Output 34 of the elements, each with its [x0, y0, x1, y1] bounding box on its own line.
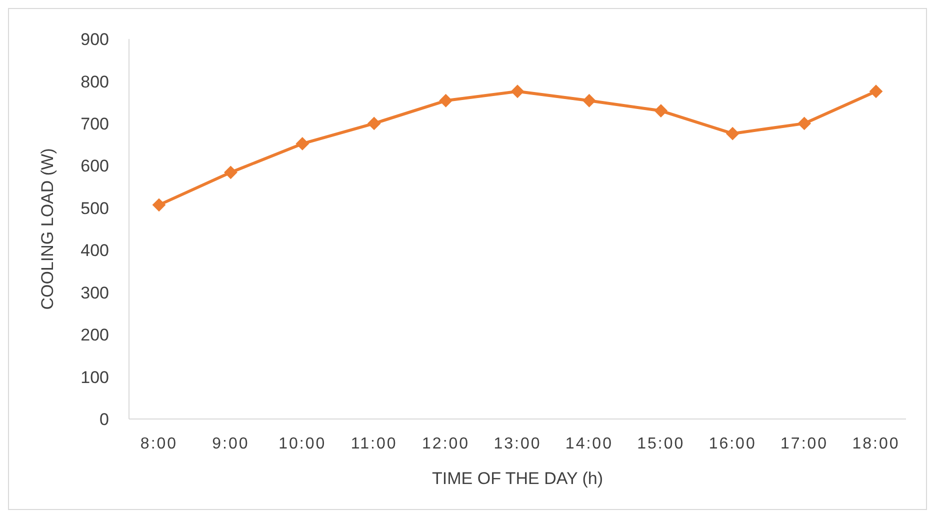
- x-tick-label: 15:00: [637, 435, 685, 452]
- y-tick-label: 300: [80, 283, 109, 302]
- x-tick-label: 11:00: [350, 435, 398, 452]
- point: [224, 166, 238, 179]
- y-tick-label: 900: [80, 30, 109, 50]
- y-tick-label: 400: [80, 241, 109, 260]
- point: [870, 84, 882, 98]
- y-tick-label: 200: [80, 326, 109, 345]
- y-tick-label: 100: [80, 368, 109, 387]
- x-axis-title: TIME OF THE DAY (h): [432, 469, 603, 488]
- point: [582, 94, 596, 108]
- x-tick-label: 17:00: [780, 435, 828, 452]
- y-axis-title: COOLING LOAD (W): [38, 148, 58, 310]
- point: [439, 94, 452, 108]
- y-tick-label: 0: [100, 410, 109, 430]
- point: [152, 198, 166, 212]
- x-tick-label: 16:00: [708, 435, 756, 452]
- point: [511, 84, 524, 98]
- x-tick-label: 12:00: [422, 435, 470, 452]
- point: [368, 116, 381, 130]
- x-tick-label: 14:00: [565, 435, 613, 452]
- y-tick-label: 500: [80, 198, 109, 218]
- point: [798, 116, 811, 130]
- y-tick-label: 800: [80, 72, 109, 92]
- point: [726, 127, 740, 140]
- x-tick-label: 8:00: [140, 435, 178, 452]
- point: [296, 137, 309, 150]
- y-tick-label: 600: [80, 156, 109, 176]
- x-tick-label: 10:00: [278, 435, 326, 452]
- x-tick-label: 13:00: [494, 435, 542, 452]
- point: [654, 104, 668, 118]
- x-tick-label: 9:00: [212, 435, 250, 452]
- x-tick-label: 18:00: [852, 435, 900, 452]
- y-tick-label: 700: [80, 114, 109, 134]
